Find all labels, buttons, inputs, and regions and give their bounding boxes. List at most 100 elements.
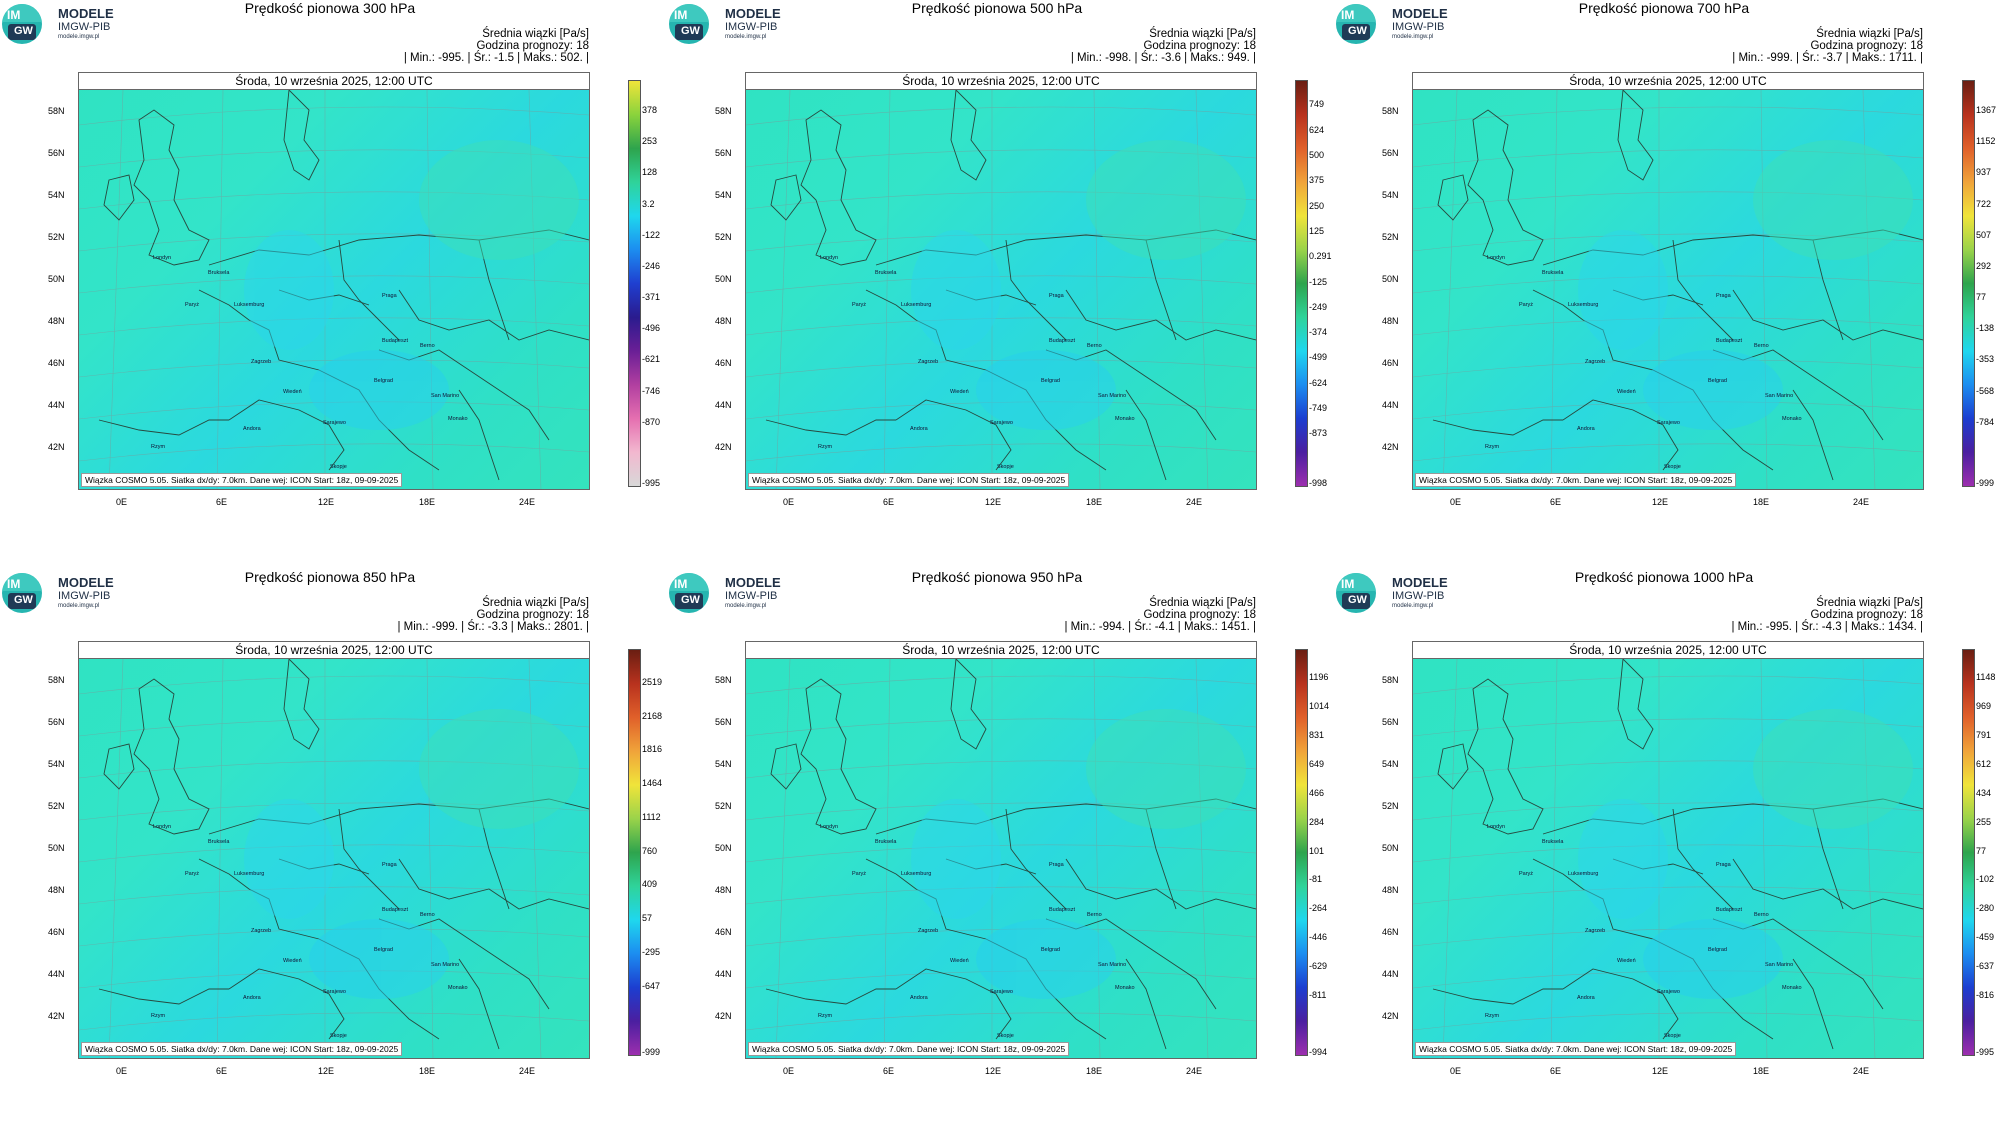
colorbar bbox=[1962, 649, 1975, 1056]
colorbar-tick-label: 2519 bbox=[642, 676, 663, 687]
city-label: Bruksela bbox=[875, 270, 897, 276]
longitude-label: 0E bbox=[1450, 497, 1462, 507]
logo-url: modele.imgw.pl bbox=[58, 34, 100, 40]
longitude-label: 6E bbox=[216, 1066, 228, 1076]
colorbar-tick-label: -249 bbox=[1309, 301, 1328, 312]
colorbar-tick-label: 57 bbox=[642, 913, 653, 923]
colorbar-tick-label: 375 bbox=[1309, 175, 1325, 186]
city-label: Andora bbox=[243, 995, 261, 1001]
latitude-label: 44N bbox=[715, 400, 732, 410]
latitude-label: 42N bbox=[715, 1011, 732, 1021]
city-label: Londyn bbox=[820, 255, 839, 261]
city-label: Andora bbox=[243, 426, 261, 432]
colorbar-tick-label: 1367 bbox=[1976, 105, 1997, 116]
map-date: Środa, 10 września 2025, 12:00 UTC bbox=[1413, 642, 1923, 659]
latitude-label: 48N bbox=[48, 316, 65, 326]
map-canvas bbox=[1413, 659, 1923, 1058]
model-credit: Wiązka COSMO 5.05. Siatka dx/dy: 7.0km. … bbox=[81, 1042, 403, 1056]
panel-title: Prędkość pionowa 700 hPa bbox=[1578, 0, 1750, 16]
longitude-label: 6E bbox=[1550, 497, 1562, 507]
colorbar-tick-label: 434 bbox=[1976, 787, 1992, 798]
longitude-label: 18E bbox=[1753, 497, 1770, 507]
longitude-label: 0E bbox=[783, 1066, 795, 1076]
city-label: Wiedeń bbox=[283, 958, 302, 964]
city-label: Luksemburg bbox=[1568, 302, 1599, 308]
colorbar-tick-label: -496 bbox=[642, 323, 661, 334]
logo-subtitle: IMGW-PIB bbox=[58, 590, 111, 602]
colorbar-tick-label: -122 bbox=[642, 229, 661, 240]
imgw-logo-mark: IM GW bbox=[2, 4, 42, 44]
colorbar-tick-label: -459 bbox=[1976, 932, 1995, 943]
city-label: Rzym bbox=[151, 1013, 166, 1019]
city-label: Praga bbox=[382, 293, 397, 299]
longitude-label: 6E bbox=[216, 497, 228, 507]
city-label: Bruksela bbox=[875, 839, 897, 845]
longitude-label: 12E bbox=[318, 497, 335, 507]
map-date: Środa, 10 września 2025, 12:00 UTC bbox=[746, 73, 1256, 90]
colorbar-tick-label: 250 bbox=[1309, 200, 1325, 211]
city-label: San Marino bbox=[1098, 393, 1127, 399]
panel-title: Prędkość pionowa 300 hPa bbox=[244, 0, 416, 16]
city-label: San Marino bbox=[1765, 962, 1794, 968]
colorbar-tick-label: -647 bbox=[642, 980, 661, 991]
latitude-label: 44N bbox=[1382, 400, 1399, 410]
city-label: Paryż bbox=[185, 302, 200, 308]
info-forecast-hour: Godzina prognozy: 18 bbox=[1143, 609, 1256, 621]
imgw-logo-mark: IM GW bbox=[1336, 4, 1376, 44]
colorbar-tick-label: -816 bbox=[1976, 990, 1995, 1001]
city-label: Monako bbox=[1115, 416, 1135, 422]
logo-mark-top: IM bbox=[1341, 8, 1355, 22]
info-stats: | Min.: -998. | Śr.: -3.6 | Maks.: 949. … bbox=[1070, 52, 1256, 64]
imgw-logo-mark: IM GW bbox=[669, 573, 709, 613]
city-label: Andora bbox=[910, 995, 928, 1001]
colorbar-tick-label: -994 bbox=[1309, 1047, 1328, 1057]
city-label: Sarajewo bbox=[990, 420, 1013, 426]
longitude-label: 6E bbox=[883, 1066, 895, 1076]
latitude-label: 46N bbox=[1382, 358, 1399, 368]
city-label: Budapeszt bbox=[382, 907, 408, 913]
latitude-label: 56N bbox=[48, 717, 65, 727]
map-date: Środa, 10 września 2025, 12:00 UTC bbox=[746, 642, 1256, 659]
latitude-label: 42N bbox=[48, 442, 65, 452]
logo-mark-bottom: GW bbox=[1348, 594, 1367, 606]
colorbar-tick-label: 77 bbox=[1976, 845, 1987, 856]
city-label: Berno bbox=[1087, 343, 1102, 349]
latitude-label: 46N bbox=[1382, 927, 1399, 937]
map-area: Środa, 10 września 2025, 12:00 UTC bbox=[1412, 72, 1924, 490]
longitude-label: 24E bbox=[1853, 1066, 1870, 1076]
info-forecast-hour: Godzina prognozy: 18 bbox=[1810, 40, 1923, 52]
colorbar-tick-label: 292 bbox=[1976, 260, 1992, 271]
colorbar-tick-label: -995 bbox=[1976, 1047, 1995, 1057]
latitude-label: 42N bbox=[1382, 1011, 1399, 1021]
colorbar-tick-label: 409 bbox=[642, 879, 658, 890]
logo-mark-top: IM bbox=[1341, 577, 1355, 591]
logo-subtitle: IMGW-PIB bbox=[1392, 590, 1445, 602]
colorbar bbox=[628, 649, 641, 1056]
map-area: Środa, 10 września 2025, 12:00 UTC bbox=[78, 72, 590, 490]
latitude-label: 54N bbox=[715, 759, 732, 769]
panel-title: Prędkość pionowa 850 hPa bbox=[244, 569, 416, 585]
city-label: Praga bbox=[1049, 862, 1064, 868]
imgw-logo: IM GW MODELE IMGW-PIB modele.imgw.pl bbox=[1336, 573, 1486, 615]
panel-title: Prędkość pionowa 1000 hPa bbox=[1574, 569, 1754, 585]
colorbar-tick-label: -371 bbox=[642, 292, 661, 303]
latitude-label: 54N bbox=[48, 190, 65, 200]
imgw-logo-mark: IM GW bbox=[1336, 573, 1376, 613]
imgw-logo-mark: IM GW bbox=[669, 4, 709, 44]
colorbar bbox=[1295, 649, 1308, 1056]
latitude-label: 48N bbox=[1382, 885, 1399, 895]
latitude-label: 58N bbox=[715, 106, 732, 116]
longitude-label: 24E bbox=[1186, 497, 1203, 507]
city-label: Praga bbox=[1716, 862, 1731, 868]
city-label: Belgrad bbox=[1708, 378, 1727, 384]
longitude-label: 12E bbox=[318, 1066, 335, 1076]
model-credit: Wiązka COSMO 5.05. Siatka dx/dy: 7.0km. … bbox=[1415, 473, 1737, 487]
city-label: Monako bbox=[1782, 416, 1802, 422]
latitude-label: 56N bbox=[1382, 148, 1399, 158]
city-label: Monako bbox=[448, 416, 468, 422]
logo-title: MODELE bbox=[58, 6, 114, 21]
colorbar-tick-label: 791 bbox=[1976, 729, 1992, 740]
map-date: Środa, 10 września 2025, 12:00 UTC bbox=[79, 73, 589, 90]
longitude-label: 24E bbox=[519, 497, 536, 507]
colorbar-tick-label: -629 bbox=[1309, 961, 1328, 972]
